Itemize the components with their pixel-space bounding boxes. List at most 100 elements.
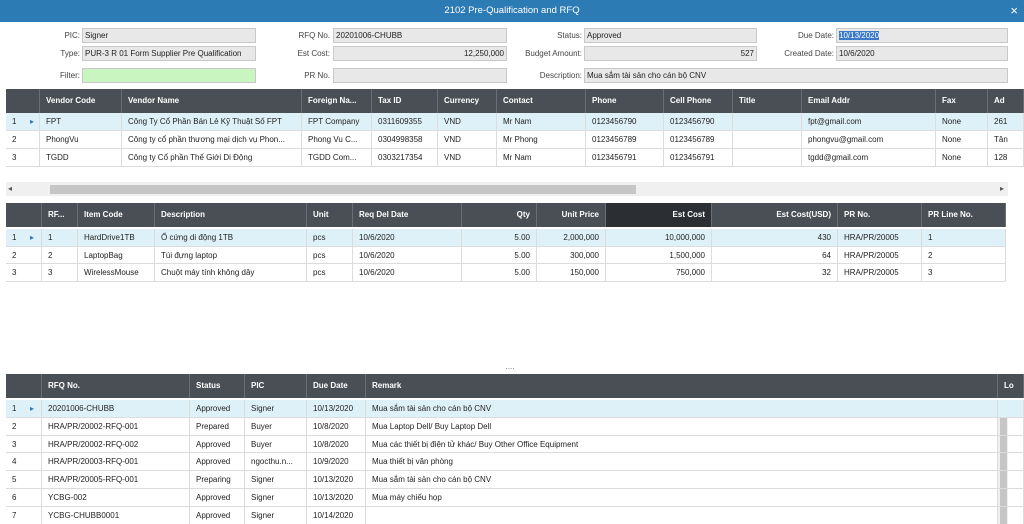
- header-cell[interactable]: PR No.: [838, 203, 922, 227]
- cell[interactable]: [998, 400, 1024, 418]
- cell[interactable]: 1,500,000: [606, 246, 712, 265]
- header-cell[interactable]: PIC: [245, 374, 307, 398]
- cell[interactable]: None: [936, 113, 988, 131]
- cell[interactable]: 2: [922, 246, 1006, 265]
- cell[interactable]: 0123456791: [664, 149, 733, 167]
- cell[interactable]: LaptopBag: [78, 246, 155, 265]
- cell[interactable]: Signer: [245, 400, 307, 418]
- header-cell[interactable]: Currency: [438, 89, 497, 113]
- row-number[interactable]: 2: [6, 131, 40, 149]
- cell[interactable]: VND: [438, 149, 497, 167]
- cell[interactable]: 10/6/2020: [353, 246, 462, 265]
- header-cell[interactable]: Remark: [366, 374, 998, 398]
- cell[interactable]: 0123456790: [664, 113, 733, 131]
- header-cell[interactable]: Status: [190, 374, 245, 398]
- header-cell[interactable]: Req Del Date: [353, 203, 462, 227]
- cell[interactable]: 10/6/2020: [353, 229, 462, 247]
- cell[interactable]: YCBG-CHUBB0001: [42, 506, 190, 524]
- header-cell[interactable]: Title: [733, 89, 802, 113]
- field-value[interactable]: Signer: [82, 28, 256, 43]
- cell[interactable]: [366, 506, 998, 524]
- cell[interactable]: Mua sắm tài sản cho cán bộ CNV: [366, 400, 998, 418]
- cell[interactable]: PhongVu: [40, 131, 122, 149]
- field-value[interactable]: [333, 68, 507, 83]
- cell[interactable]: FPT Company: [302, 113, 372, 131]
- splitter[interactable]: ....: [505, 362, 515, 371]
- cell[interactable]: 5.00: [462, 246, 537, 265]
- cell[interactable]: TGDD Com...: [302, 149, 372, 167]
- cell[interactable]: [998, 453, 1024, 472]
- cell[interactable]: 5.00: [462, 264, 537, 283]
- cell[interactable]: 10/13/2020: [307, 400, 366, 418]
- cell[interactable]: Prepared: [190, 417, 245, 436]
- cell[interactable]: Approved: [190, 506, 245, 524]
- cell[interactable]: pcs: [307, 246, 353, 265]
- field-value[interactable]: [82, 68, 256, 83]
- cell[interactable]: 0123456789: [664, 131, 733, 149]
- header-cell[interactable]: Est Cost: [606, 203, 712, 227]
- header-cell[interactable]: RFQ No.: [42, 374, 190, 398]
- header-cell[interactable]: Est Cost(USD): [712, 203, 838, 227]
- row-number[interactable]: 2: [6, 417, 42, 436]
- cell[interactable]: 128: [988, 149, 1024, 167]
- cell[interactable]: 10/14/2020: [307, 506, 366, 524]
- cell[interactable]: Tân: [988, 131, 1024, 149]
- cell[interactable]: fpt@gmail.com: [802, 113, 936, 131]
- cell[interactable]: FPT: [40, 113, 122, 131]
- row-number[interactable]: 2: [6, 246, 42, 265]
- cell[interactable]: Phong Vu C...: [302, 131, 372, 149]
- cell[interactable]: Công ty Cổ phần Thế Giới Di Động: [122, 149, 302, 167]
- cell[interactable]: 150,000: [537, 264, 606, 283]
- field-value[interactable]: 10/13/2020: [836, 28, 1008, 43]
- cell[interactable]: Signer: [245, 489, 307, 507]
- header-cell[interactable]: Foreign Na...: [302, 89, 372, 113]
- header-cell[interactable]: Email Addr: [802, 89, 936, 113]
- row-number[interactable]: 3: [6, 264, 42, 283]
- cell[interactable]: 10/8/2020: [307, 435, 366, 454]
- cell[interactable]: 5.00: [462, 229, 537, 247]
- cell[interactable]: 1: [922, 229, 1006, 247]
- cell[interactable]: 10/8/2020: [307, 417, 366, 436]
- cell[interactable]: [998, 489, 1024, 507]
- scroll-left[interactable]: ◂: [8, 184, 13, 193]
- cell[interactable]: Mua các thiết bị điện tử khác/ Buy Other…: [366, 435, 998, 454]
- cell[interactable]: 32: [712, 264, 838, 283]
- row-number[interactable]: 7: [6, 506, 42, 524]
- cell[interactable]: Approved: [190, 435, 245, 454]
- cell[interactable]: [733, 113, 802, 131]
- cell[interactable]: [733, 149, 802, 167]
- cell[interactable]: Mua thiết bị văn phòng: [366, 453, 998, 472]
- cell[interactable]: 0123456789: [586, 131, 664, 149]
- cell[interactable]: Signer: [245, 506, 307, 524]
- cell[interactable]: 0304998358: [372, 131, 438, 149]
- cell[interactable]: Mua Laptop Dell/ Buy Laptop Dell: [366, 417, 998, 436]
- cell[interactable]: VND: [438, 131, 497, 149]
- cell[interactable]: 0123456790: [586, 113, 664, 131]
- cell[interactable]: Mua máy chiếu họp: [366, 489, 998, 507]
- field-value[interactable]: 10/6/2020: [836, 46, 1008, 61]
- cell[interactable]: 10/13/2020: [307, 471, 366, 489]
- cell[interactable]: [998, 471, 1024, 489]
- cell[interactable]: Mua sắm tài sản cho cán bộ CNV: [366, 471, 998, 489]
- cell[interactable]: 430: [712, 229, 838, 247]
- row-number[interactable]: 6: [6, 489, 42, 507]
- header-cell[interactable]: Unit Price: [537, 203, 606, 227]
- cell[interactable]: HRA/PR/20005-RFQ-001: [42, 471, 190, 489]
- row-number[interactable]: 1 ▸: [6, 113, 40, 131]
- header-cell[interactable]: Ad: [988, 89, 1024, 113]
- cell[interactable]: WirelessMouse: [78, 264, 155, 283]
- row-number[interactable]: 4: [6, 453, 42, 472]
- header-cell[interactable]: Cell Phone: [664, 89, 733, 113]
- v-scroll-thumb[interactable]: [1000, 412, 1007, 524]
- cell[interactable]: VND: [438, 113, 497, 131]
- header-cell[interactable]: Fax: [936, 89, 988, 113]
- field-value[interactable]: 12,250,000: [333, 46, 507, 61]
- cell[interactable]: Ổ cứng di động 1TB: [155, 229, 307, 247]
- cell[interactable]: Túi đựng laptop: [155, 246, 307, 265]
- field-value[interactable]: Approved: [584, 28, 757, 43]
- cell[interactable]: 20201006-CHUBB: [42, 400, 190, 418]
- cell[interactable]: 1: [42, 229, 78, 247]
- cell[interactable]: Approved: [190, 453, 245, 472]
- cell[interactable]: 10/13/2020: [307, 489, 366, 507]
- header-cell[interactable]: Description: [155, 203, 307, 227]
